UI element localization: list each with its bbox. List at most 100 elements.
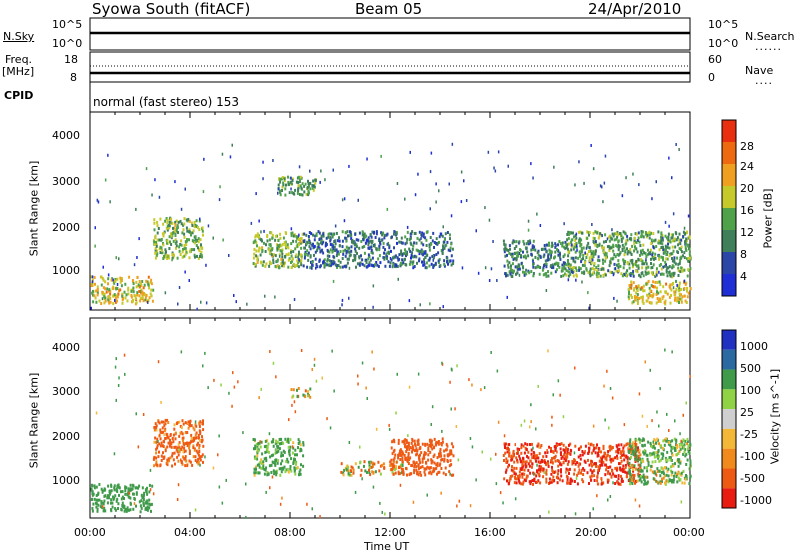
heatmap-cell [514, 477, 517, 481]
heatmap-cell [543, 253, 546, 257]
heatmap-cell [276, 461, 279, 465]
heatmap-cell [139, 282, 142, 286]
heatmap-cell [570, 248, 573, 252]
heatmap-cell [655, 270, 658, 274]
heatmap-cell [116, 277, 119, 281]
heatmap-cell [682, 413, 684, 417]
heatmap-cell [104, 280, 107, 284]
heatmap-cell [419, 471, 422, 474]
heatmap-cell [178, 448, 180, 452]
heatmap-cell [685, 239, 688, 243]
heatmap-cell [678, 148, 680, 151]
heatmap-cell [679, 478, 682, 482]
heatmap-cell [543, 244, 546, 247]
heatmap-cell [279, 249, 282, 253]
heatmap-cell [628, 477, 631, 481]
heatmap-cell [420, 473, 423, 477]
heatmap-cell [567, 274, 570, 278]
heatmap-cell [266, 445, 269, 449]
heatmap-cell [159, 217, 162, 221]
heatmap-cell [412, 266, 415, 270]
heatmap-cell [297, 184, 300, 188]
heatmap-cell [503, 434, 506, 438]
heatmap-cell [355, 265, 357, 269]
heatmap-cell [523, 273, 526, 277]
heatmap-cell [530, 252, 533, 256]
heatmap-cell [295, 253, 298, 257]
heatmap-cell [610, 237, 613, 241]
heatmap-cell [307, 235, 310, 238]
heatmap-cell [537, 253, 540, 257]
heatmap-cell [302, 464, 305, 468]
heatmap-cell [382, 462, 385, 466]
heatmap-cell [361, 262, 364, 266]
heatmap-cell [191, 248, 193, 252]
heatmap-cell [592, 462, 595, 466]
heatmap-cell [447, 262, 449, 266]
heatmap-cell [273, 472, 276, 476]
heatmap-cell [629, 259, 632, 263]
heatmap-cell [588, 482, 590, 485]
heatmap-cell [535, 459, 538, 463]
heatmap-cell [513, 481, 516, 485]
heatmap-cell [590, 461, 592, 465]
heatmap-cell [673, 258, 676, 262]
heatmap-cell [302, 441, 305, 445]
heatmap-cell [114, 279, 117, 283]
heatmap-cell [199, 217, 201, 221]
heatmap-cell [675, 279, 677, 283]
heatmap-cell [556, 459, 559, 462]
heatmap-cell [537, 265, 540, 269]
heatmap-cell [180, 461, 183, 465]
heatmap-cell [534, 248, 537, 252]
heatmap-cell [529, 443, 531, 446]
heatmap-cell [550, 255, 552, 259]
heatmap-cell [398, 253, 401, 257]
heatmap-cell [375, 232, 378, 236]
heatmap-cell [369, 461, 372, 465]
heatmap-cell [689, 267, 692, 271]
heatmap-cell [315, 234, 318, 237]
heatmap-cell [624, 464, 627, 467]
heatmap-cell [156, 446, 159, 450]
colorbar-swatch [722, 274, 736, 296]
heatmap-cell [282, 441, 285, 445]
heatmap-cell [540, 468, 543, 472]
heatmap-cell [150, 502, 153, 506]
heatmap-cell [178, 434, 181, 438]
heatmap-cell [173, 451, 176, 455]
heatmap-cell [163, 424, 166, 428]
heatmap-cell [148, 483, 151, 487]
heatmap-cell [666, 236, 668, 240]
heatmap-cell [395, 460, 398, 464]
heatmap-cell [158, 195, 161, 199]
heatmap-cell [178, 446, 181, 450]
heatmap-cell [177, 231, 179, 234]
heatmap-cell [428, 264, 431, 268]
heatmap-cell [595, 272, 598, 276]
heatmap-cell [405, 441, 408, 445]
heatmap-cell [141, 496, 144, 499]
heatmap-cell [269, 249, 272, 253]
heatmap-cell [611, 469, 613, 473]
heatmap-cell [279, 232, 282, 236]
heatmap-cell [300, 186, 303, 190]
heatmap-cell [225, 478, 227, 482]
heatmap-cell [121, 301, 124, 305]
heatmap-cell [677, 460, 680, 464]
heatmap-cell [178, 286, 181, 289]
heatmap-cell [433, 437, 436, 441]
heatmap-cell [450, 242, 453, 246]
heatmap-cell [314, 179, 317, 183]
heatmap-cell [199, 238, 202, 242]
heatmap-cell [548, 477, 551, 481]
heatmap-cell [379, 240, 381, 244]
heatmap-cell [567, 254, 570, 258]
heatmap-cell [511, 455, 514, 459]
heatmap-cell [515, 272, 517, 276]
heatmap-cell [509, 475, 512, 479]
heatmap-cell [545, 262, 548, 266]
heatmap-cell [303, 239, 306, 243]
heatmap-cell [641, 475, 644, 479]
heatmap-cell [121, 501, 124, 505]
